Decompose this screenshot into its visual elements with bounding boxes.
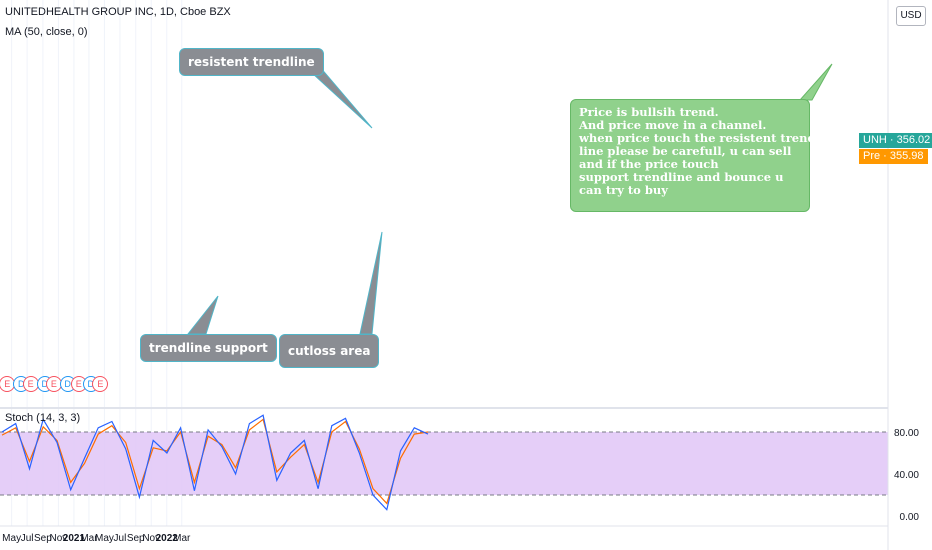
- time-tick-label: Jul: [21, 533, 34, 544]
- cutloss-callout[interactable]: cutloss area: [279, 334, 380, 368]
- resistance-callout[interactable]: resistent trendline: [179, 48, 324, 76]
- note-line: Price is bullsih trend.: [579, 105, 719, 119]
- stoch-title: Stoch (14, 3, 3): [5, 412, 80, 424]
- stoch-band: [0, 432, 888, 495]
- time-tick-label: 2021: [63, 533, 86, 544]
- ma-indicator-label[interactable]: MA (50, close, 0): [5, 26, 88, 38]
- cutloss-pointer: [359, 231, 383, 335]
- stoch-axis[interactable]: 80.00 40.00 0.00: [894, 428, 919, 523]
- note-line: support trendline and bounce u: [579, 170, 784, 184]
- time-tick-label: Sep: [127, 533, 145, 544]
- time-tick-label: 2022: [156, 533, 179, 544]
- pre-market-price-label: Pre · 355.98: [859, 149, 928, 164]
- stoch-tick-label: 80.00: [894, 428, 919, 439]
- time-tick-label: Jul: [114, 533, 127, 544]
- stoch-tick-label: 0.00: [900, 512, 920, 523]
- support-callout[interactable]: trendline support: [140, 334, 277, 362]
- note-line: And price move in a channel.: [579, 118, 767, 132]
- note-line: and if the price touch: [579, 157, 719, 171]
- symbol-title[interactable]: UNITEDHEALTH GROUP INC, 1D, Cboe BZX: [5, 6, 231, 18]
- last-price-label: UNH · 356.02: [859, 133, 932, 148]
- stoch-tick-label: 40.00: [894, 470, 919, 481]
- support-pointer: [186, 295, 219, 335]
- earnings-event-icon[interactable]: E: [92, 376, 109, 392]
- analysis-note[interactable]: Price is bullsih trend. And price move i…: [570, 99, 816, 212]
- stoch-k-line: [1, 414, 429, 511]
- time-tick-label: May: [2, 533, 21, 544]
- note-line: line please be carefull, u can sell: [579, 144, 792, 158]
- note-pointer: [798, 63, 833, 101]
- time-tick-label: Mar: [173, 533, 191, 544]
- note-line: can try to buy: [579, 183, 668, 197]
- callout-pointers: [186, 59, 833, 335]
- stoch-lines: [0, 414, 888, 511]
- time-tick-label: Mar: [80, 533, 98, 544]
- note-line: when price touch the resistent trend: [579, 131, 816, 145]
- time-tick-label: May: [95, 533, 114, 544]
- time-tick-label: Nov: [50, 533, 68, 544]
- stoch-d-line: [1, 418, 429, 505]
- time-tick-label: Nov: [142, 533, 160, 544]
- currency-button[interactable]: USD: [896, 6, 926, 26]
- time-tick-label: Sep: [34, 533, 52, 544]
